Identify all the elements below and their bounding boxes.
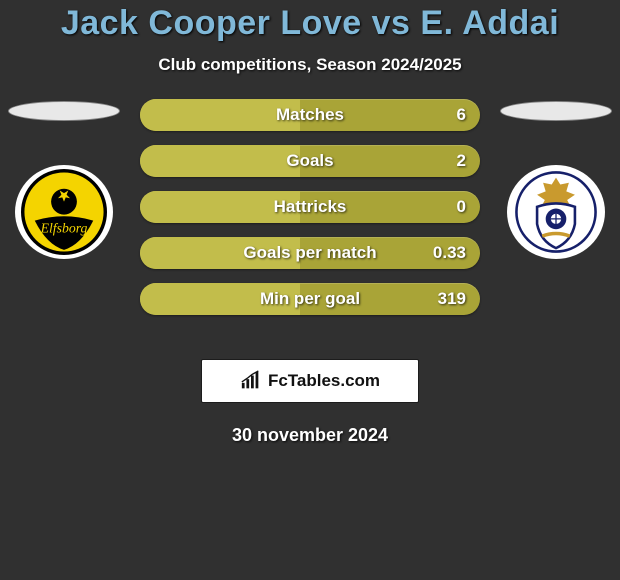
left-club-crest: Elfsborg <box>15 165 113 259</box>
left-player-column: Elfsborg <box>4 101 124 259</box>
stat-bar-label: Min per goal <box>260 289 360 309</box>
stat-bar-goals: Goals 2 <box>140 145 480 177</box>
comparison-date: 30 november 2024 <box>0 425 620 446</box>
stat-bar-value: 0.33 <box>433 243 466 263</box>
left-player-placeholder <box>8 101 120 121</box>
right-club-crest <box>507 165 605 259</box>
bar-chart-icon <box>240 370 262 392</box>
source-label: FcTables.com <box>268 371 380 391</box>
stat-bar-hattricks: Hattricks 0 <box>140 191 480 223</box>
svg-text:Elfsborg: Elfsborg <box>40 221 88 236</box>
right-player-column <box>496 101 616 259</box>
stat-bar-fill <box>140 145 300 177</box>
stat-bar-label: Goals <box>286 151 333 171</box>
stat-bar-matches: Matches 6 <box>140 99 480 131</box>
page-title: Jack Cooper Love vs E. Addai <box>0 4 620 43</box>
comparison-panel: Elfsborg <box>0 105 620 345</box>
stat-bar-value: 0 <box>457 197 466 217</box>
qarabag-crest-icon <box>513 169 599 255</box>
stat-bar-value: 319 <box>438 289 466 309</box>
stat-bar-label: Matches <box>276 105 344 125</box>
elfsborg-crest-icon: Elfsborg <box>21 169 107 255</box>
right-player-placeholder <box>500 101 612 121</box>
stat-bars: Matches 6 Goals 2 Hattricks 0 Goals per … <box>140 99 480 329</box>
source-box: FcTables.com <box>201 359 419 403</box>
stat-bar-label: Goals per match <box>243 243 376 263</box>
stat-bar-min-per-goal: Min per goal 319 <box>140 283 480 315</box>
page-subtitle: Club competitions, Season 2024/2025 <box>0 55 620 75</box>
stat-bar-value: 2 <box>457 151 466 171</box>
stat-bar-value: 6 <box>457 105 466 125</box>
stat-bar-goals-per-match: Goals per match 0.33 <box>140 237 480 269</box>
stat-bar-label: Hattricks <box>274 197 347 217</box>
